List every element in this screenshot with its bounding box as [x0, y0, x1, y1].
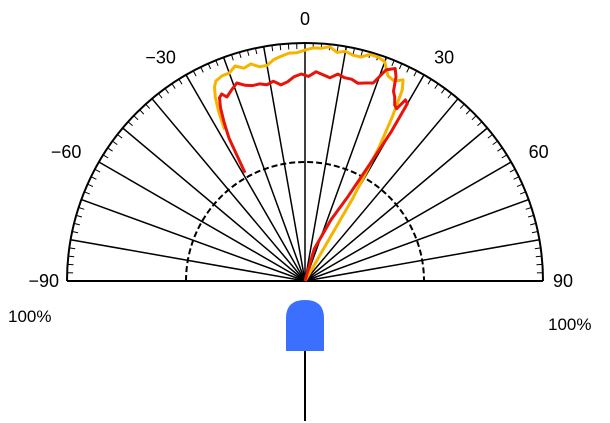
- inner-ring: [185, 161, 425, 282]
- outer-tick: [360, 49, 364, 56]
- outer-tick: [447, 93, 452, 99]
- spoke-line: [304, 98, 459, 282]
- outer-tick: [178, 78, 183, 85]
- outer-tick: [434, 83, 439, 89]
- outer-tick: [505, 161, 512, 166]
- radial-tick-labels: 100% 100%: [8, 307, 591, 334]
- outer-tick: [69, 247, 76, 250]
- outer-tick: [482, 127, 488, 133]
- spoke-line: [98, 161, 306, 282]
- outer-tick-marks: [67, 43, 543, 274]
- outer-tick: [525, 207, 532, 210]
- outer-tick: [509, 168, 516, 173]
- outer-tick: [492, 140, 498, 146]
- outer-tick: [98, 161, 105, 166]
- series-line-1: [213, 45, 405, 282]
- outer-tick: [391, 60, 395, 66]
- outer-tick: [171, 83, 176, 89]
- outer-tick: [263, 46, 266, 53]
- outer-tick: [90, 176, 97, 180]
- outer-tick: [533, 239, 540, 242]
- outer-tick: [413, 70, 418, 77]
- outer-tick: [127, 121, 133, 127]
- outer-tick: [501, 154, 508, 159]
- spoke-line: [185, 74, 306, 282]
- angle-tick-label: −60: [51, 142, 82, 162]
- angle-tick-label: 60: [529, 142, 549, 162]
- angle-tick-label: −90: [28, 271, 59, 291]
- outer-tick: [420, 74, 425, 81]
- outer-tick: [73, 222, 80, 226]
- outer-tick: [246, 49, 250, 56]
- outer-tick: [352, 48, 355, 55]
- outer-tick: [139, 109, 145, 115]
- outer-tick: [207, 63, 212, 70]
- outer-tick: [151, 98, 157, 104]
- spoke-line: [304, 198, 529, 282]
- outer-tick: [530, 222, 537, 226]
- outer-tick: [200, 66, 204, 73]
- outer-tick: [185, 74, 190, 81]
- outer-tick: [497, 147, 503, 152]
- outer-tick: [440, 88, 446, 94]
- outer-tick: [459, 103, 465, 109]
- series-line-2: [218, 67, 409, 282]
- outer-tick: [465, 109, 471, 115]
- outer-tick: [271, 45, 274, 52]
- led-body-shape: [286, 300, 324, 351]
- radial-tick-label-left: 100%: [8, 307, 51, 326]
- outer-tick: [487, 134, 493, 139]
- outer-tick: [158, 93, 163, 99]
- angle-tick-label: 0: [300, 9, 310, 29]
- outer-tick: [81, 199, 88, 203]
- outer-tick: [231, 54, 234, 61]
- outer-tick: [279, 44, 282, 51]
- outer-tick: [164, 88, 170, 94]
- outer-tick: [453, 98, 459, 104]
- outer-tick: [122, 127, 128, 133]
- outer-tick: [520, 191, 526, 195]
- outer-tick: [477, 121, 483, 127]
- outer-tick: [531, 231, 538, 234]
- outer-tick: [70, 239, 77, 242]
- data-series: [213, 45, 409, 282]
- outer-tick: [72, 231, 79, 234]
- outer-tick: [406, 66, 410, 73]
- outer-tick: [145, 103, 151, 109]
- outer-tick: [87, 183, 94, 188]
- angle-tick-labels: 0 −30 30 −60 60 −90 90: [28, 9, 573, 291]
- outer-tick: [471, 115, 477, 121]
- outer-tick: [534, 247, 541, 250]
- outer-tick: [516, 183, 523, 188]
- outer-tick: [336, 45, 339, 52]
- outer-tick: [223, 57, 227, 64]
- outer-tick: [238, 52, 242, 59]
- outer-tick: [535, 255, 542, 258]
- outer-tick: [522, 199, 529, 203]
- spoke-lines: [70, 43, 540, 282]
- outer-tick: [107, 147, 113, 152]
- angle-tick-label: −30: [145, 47, 176, 67]
- outer-tick: [84, 191, 90, 195]
- angle-tick-label: 30: [434, 47, 454, 67]
- outer-tick: [133, 115, 139, 121]
- outer-tick: [398, 63, 403, 70]
- outer-tick: [215, 60, 219, 66]
- outer-tick: [76, 214, 83, 218]
- outer-tick: [112, 140, 118, 146]
- outer-tick: [527, 214, 534, 218]
- outer-tick: [255, 48, 258, 55]
- radial-tick-label-right: 100%: [548, 315, 591, 334]
- outer-tick: [78, 207, 85, 210]
- outer-tick: [117, 134, 123, 139]
- angle-tick-label: 90: [553, 271, 573, 291]
- outer-tick: [102, 154, 109, 159]
- outer-tick: [94, 168, 101, 173]
- outer-tick: [513, 176, 520, 180]
- outer-tick: [427, 78, 432, 85]
- outer-tick: [68, 255, 75, 258]
- led-icon: [286, 300, 324, 421]
- outer-tick: [192, 70, 197, 77]
